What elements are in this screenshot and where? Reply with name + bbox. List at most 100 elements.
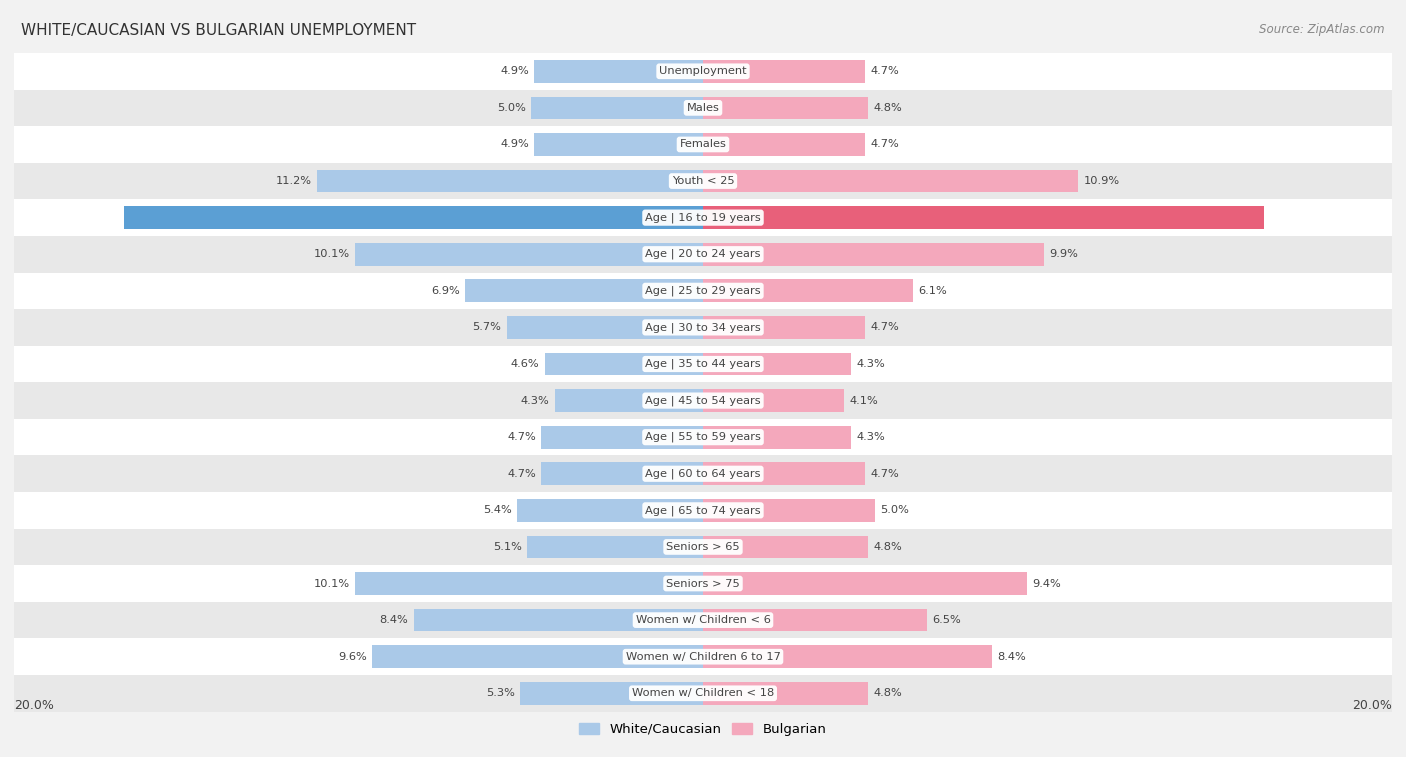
Text: 4.3%: 4.3% (856, 432, 884, 442)
Bar (14, 199, 1392, 236)
Bar (703, 353, 851, 375)
Text: 9.9%: 9.9% (1049, 249, 1078, 259)
Text: 10.1%: 10.1% (314, 578, 350, 588)
Text: 4.3%: 4.3% (522, 396, 550, 406)
Bar (506, 316, 703, 338)
Bar (14, 602, 1392, 638)
Bar (703, 682, 869, 705)
Bar (703, 170, 1078, 192)
Bar (356, 243, 703, 266)
Bar (703, 316, 865, 338)
Bar (703, 463, 865, 485)
Bar (14, 126, 1392, 163)
Text: 5.3%: 5.3% (486, 688, 515, 698)
Bar (124, 207, 703, 229)
Text: 5.0%: 5.0% (880, 506, 910, 516)
Bar (527, 536, 703, 558)
Text: WHITE/CAUCASIAN VS BULGARIAN UNEMPLOYMENT: WHITE/CAUCASIAN VS BULGARIAN UNEMPLOYMEN… (21, 23, 416, 38)
Text: Women w/ Children < 6: Women w/ Children < 6 (636, 615, 770, 625)
Bar (14, 492, 1392, 528)
Bar (14, 565, 1392, 602)
Text: Age | 20 to 24 years: Age | 20 to 24 years (645, 249, 761, 260)
Text: 5.0%: 5.0% (496, 103, 526, 113)
Bar (14, 89, 1392, 126)
Bar (14, 528, 1392, 565)
Text: Age | 30 to 34 years: Age | 30 to 34 years (645, 322, 761, 332)
Text: 4.7%: 4.7% (870, 322, 898, 332)
Bar (555, 389, 703, 412)
Text: 5.4%: 5.4% (484, 506, 512, 516)
Text: 20.0%: 20.0% (1353, 699, 1392, 712)
Bar (318, 170, 703, 192)
Bar (703, 133, 865, 156)
Text: 4.7%: 4.7% (508, 432, 536, 442)
Text: 16.8%: 16.8% (80, 213, 120, 223)
Text: 10.9%: 10.9% (1084, 176, 1119, 186)
Bar (703, 279, 912, 302)
Bar (14, 456, 1392, 492)
Text: 11.2%: 11.2% (276, 176, 312, 186)
Text: Females: Females (679, 139, 727, 149)
Text: 10.1%: 10.1% (314, 249, 350, 259)
Bar (703, 499, 875, 522)
Text: 4.6%: 4.6% (510, 359, 540, 369)
Bar (14, 382, 1392, 419)
Bar (413, 609, 703, 631)
Text: 9.6%: 9.6% (339, 652, 367, 662)
Bar (14, 309, 1392, 346)
Bar (14, 53, 1392, 89)
Text: 16.3%: 16.3% (1270, 213, 1309, 223)
Text: 5.7%: 5.7% (472, 322, 502, 332)
Text: 4.7%: 4.7% (870, 139, 898, 149)
Bar (517, 499, 703, 522)
Text: 4.9%: 4.9% (501, 67, 529, 76)
Text: 8.4%: 8.4% (997, 652, 1026, 662)
Legend: White/Caucasian, Bulgarian: White/Caucasian, Bulgarian (574, 717, 832, 741)
Bar (703, 426, 851, 448)
Bar (520, 682, 703, 705)
Bar (703, 609, 927, 631)
Bar (534, 133, 703, 156)
Text: Males: Males (686, 103, 720, 113)
Bar (541, 463, 703, 485)
Bar (14, 675, 1392, 712)
Text: 4.8%: 4.8% (873, 103, 903, 113)
Bar (14, 236, 1392, 273)
Bar (14, 163, 1392, 199)
Bar (703, 97, 869, 119)
Text: Age | 16 to 19 years: Age | 16 to 19 years (645, 213, 761, 223)
Text: 4.1%: 4.1% (849, 396, 879, 406)
Text: Youth < 25: Youth < 25 (672, 176, 734, 186)
Text: 6.9%: 6.9% (432, 286, 460, 296)
Bar (356, 572, 703, 595)
Text: 6.5%: 6.5% (932, 615, 960, 625)
Text: Age | 60 to 64 years: Age | 60 to 64 years (645, 469, 761, 479)
Bar (373, 646, 703, 668)
Bar (703, 536, 869, 558)
Bar (703, 389, 844, 412)
Bar (534, 60, 703, 83)
Text: 4.3%: 4.3% (856, 359, 884, 369)
Text: Age | 25 to 29 years: Age | 25 to 29 years (645, 285, 761, 296)
Bar (14, 273, 1392, 309)
Text: Seniors > 65: Seniors > 65 (666, 542, 740, 552)
Text: Unemployment: Unemployment (659, 67, 747, 76)
Text: 8.4%: 8.4% (380, 615, 409, 625)
Bar (703, 243, 1045, 266)
Text: 9.4%: 9.4% (1032, 578, 1060, 588)
Text: 4.9%: 4.9% (501, 139, 529, 149)
Text: 6.1%: 6.1% (918, 286, 948, 296)
Text: Age | 45 to 54 years: Age | 45 to 54 years (645, 395, 761, 406)
Bar (14, 638, 1392, 675)
Text: 5.1%: 5.1% (494, 542, 522, 552)
Text: Age | 35 to 44 years: Age | 35 to 44 years (645, 359, 761, 369)
Bar (703, 646, 993, 668)
Bar (703, 60, 865, 83)
Text: 4.7%: 4.7% (870, 67, 898, 76)
Text: 4.8%: 4.8% (873, 688, 903, 698)
Bar (14, 419, 1392, 456)
Text: Women w/ Children < 18: Women w/ Children < 18 (631, 688, 775, 698)
Bar (703, 207, 1264, 229)
Text: Women w/ Children 6 to 17: Women w/ Children 6 to 17 (626, 652, 780, 662)
Bar (465, 279, 703, 302)
